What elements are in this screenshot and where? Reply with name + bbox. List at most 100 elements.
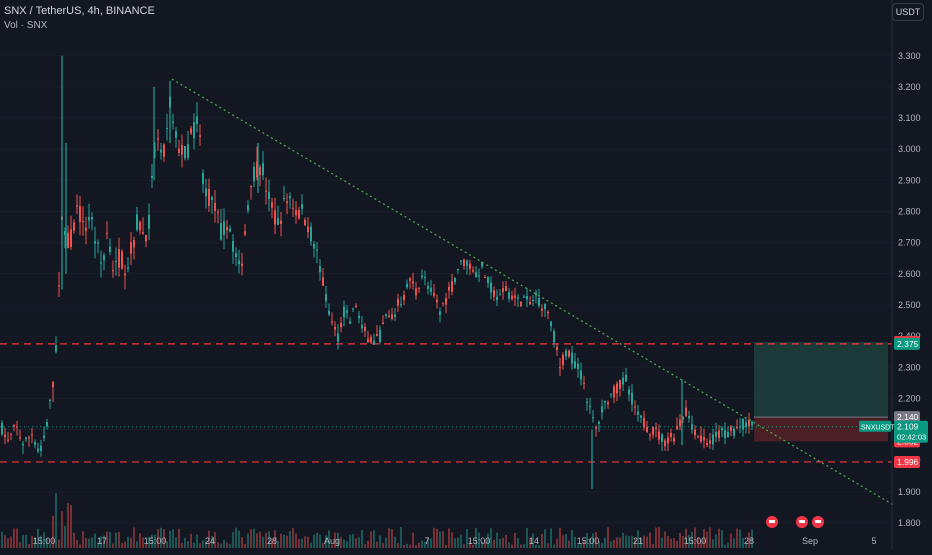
volume-bar: [613, 539, 615, 548]
volume-bar: [628, 536, 630, 548]
y-tick-label: 2.700: [898, 238, 921, 248]
candle-body: [622, 377, 624, 385]
support-lines[interactable]: [0, 343, 892, 463]
candle-body: [205, 188, 207, 197]
candle-body: [271, 202, 273, 208]
candle-body: [1, 422, 3, 435]
volume-bar: [94, 533, 96, 548]
volume-bar: [58, 539, 60, 548]
candle-body: [439, 311, 441, 316]
price-label: 2.375: [897, 339, 919, 349]
candle-body: [160, 149, 162, 153]
candle-body: [385, 314, 387, 316]
candle-body: [79, 206, 81, 222]
candle-body: [448, 286, 450, 291]
x-tick-label: 15:00: [468, 536, 491, 546]
volume-bar: [205, 540, 207, 548]
volume-bar: [562, 535, 564, 548]
time-axis[interactable]: 15:00 17 15:00 24 28 Aug 7 15:00 14 15:00 21 15:00 2…: [33, 536, 877, 546]
price-label: 2.140: [897, 412, 919, 422]
y-tick-label: 2.200: [898, 393, 921, 403]
candle-body: [562, 354, 564, 366]
candle-body: [268, 191, 270, 200]
candle-body: [280, 220, 282, 225]
volume-bar: [76, 539, 78, 548]
volume-bar: [439, 531, 441, 548]
x-tick-label: 7: [424, 536, 429, 546]
candle-body: [469, 263, 471, 269]
candle-body: [589, 405, 591, 407]
volume-bar: [649, 532, 651, 548]
candle-body: [568, 350, 570, 357]
candle-body: [472, 269, 474, 272]
volume-bar: [487, 533, 489, 548]
candle-body: [631, 392, 633, 405]
candle-body: [409, 278, 411, 281]
volume-bar: [427, 537, 429, 548]
candle-body: [595, 427, 597, 429]
volume-bar: [361, 530, 363, 548]
currency-button[interactable]: USDT: [892, 3, 924, 21]
target-zone[interactable]: [754, 342, 888, 418]
candle-body: [529, 302, 531, 305]
volume-bar: [346, 541, 348, 548]
candle-body: [7, 439, 9, 441]
volume-bar: [199, 543, 201, 548]
candle-body: [223, 221, 225, 235]
candle-body: [232, 241, 234, 252]
volume-bar: [553, 544, 555, 548]
candle-body: [334, 326, 336, 330]
volume-bar: [661, 537, 663, 548]
volume-bar: [514, 532, 516, 548]
current-price-box: [894, 420, 928, 443]
current-price-value: 2.109: [897, 422, 919, 432]
candle-body: [148, 214, 150, 229]
volume-bar: [415, 544, 417, 548]
candle-body: [193, 122, 195, 139]
volume-bar: [334, 532, 336, 548]
symbol-title[interactable]: SNX / TetherUS, 4h, BINANCE: [4, 5, 155, 17]
candle-body: [13, 425, 15, 427]
volume-bar: [433, 527, 435, 548]
x-tick-label: 24: [205, 536, 215, 546]
y-tick-label: 2.500: [898, 300, 921, 310]
volume-bar: [640, 537, 642, 548]
volume-bar: [169, 530, 171, 548]
volume-bar: [244, 543, 246, 548]
candle-body: [85, 227, 87, 232]
y-tick-label: 3.200: [898, 82, 921, 92]
candle-body: [340, 322, 342, 328]
x-tick-label: 17: [97, 536, 107, 546]
volume-bar: [466, 529, 468, 548]
volume-bar: [91, 537, 93, 548]
candle-body: [379, 330, 381, 342]
event-markers[interactable]: [766, 516, 824, 528]
volume-indicator-label[interactable]: Vol · SNX: [4, 20, 48, 31]
volume-bar: [544, 529, 546, 548]
candle-body: [166, 128, 168, 130]
volume-bar: [490, 528, 492, 548]
volume-bar: [61, 511, 63, 548]
volume-bar: [322, 543, 324, 548]
candle-body: [319, 266, 321, 273]
volume-bar: [592, 533, 594, 548]
x-tick-label: 14: [529, 536, 539, 546]
x-tick-label: 28: [744, 536, 754, 546]
candle-body: [124, 273, 126, 276]
candle-body: [22, 443, 24, 446]
volume-bar: [121, 543, 123, 548]
volume-bar: [196, 534, 198, 548]
candle-body: [43, 435, 45, 438]
candle-body: [511, 295, 513, 300]
candle-body: [523, 296, 525, 298]
candle-body: [664, 440, 666, 447]
position-zones[interactable]: [754, 342, 888, 442]
volume-bar: [280, 533, 282, 548]
volume-bar: [265, 532, 267, 548]
price-axis[interactable]: 1.8001.9002.0002.1002.2002.3002.4002.500…: [898, 51, 921, 528]
volume-bar: [214, 531, 216, 548]
candle-body: [301, 204, 303, 209]
volume-bar: [598, 541, 600, 548]
